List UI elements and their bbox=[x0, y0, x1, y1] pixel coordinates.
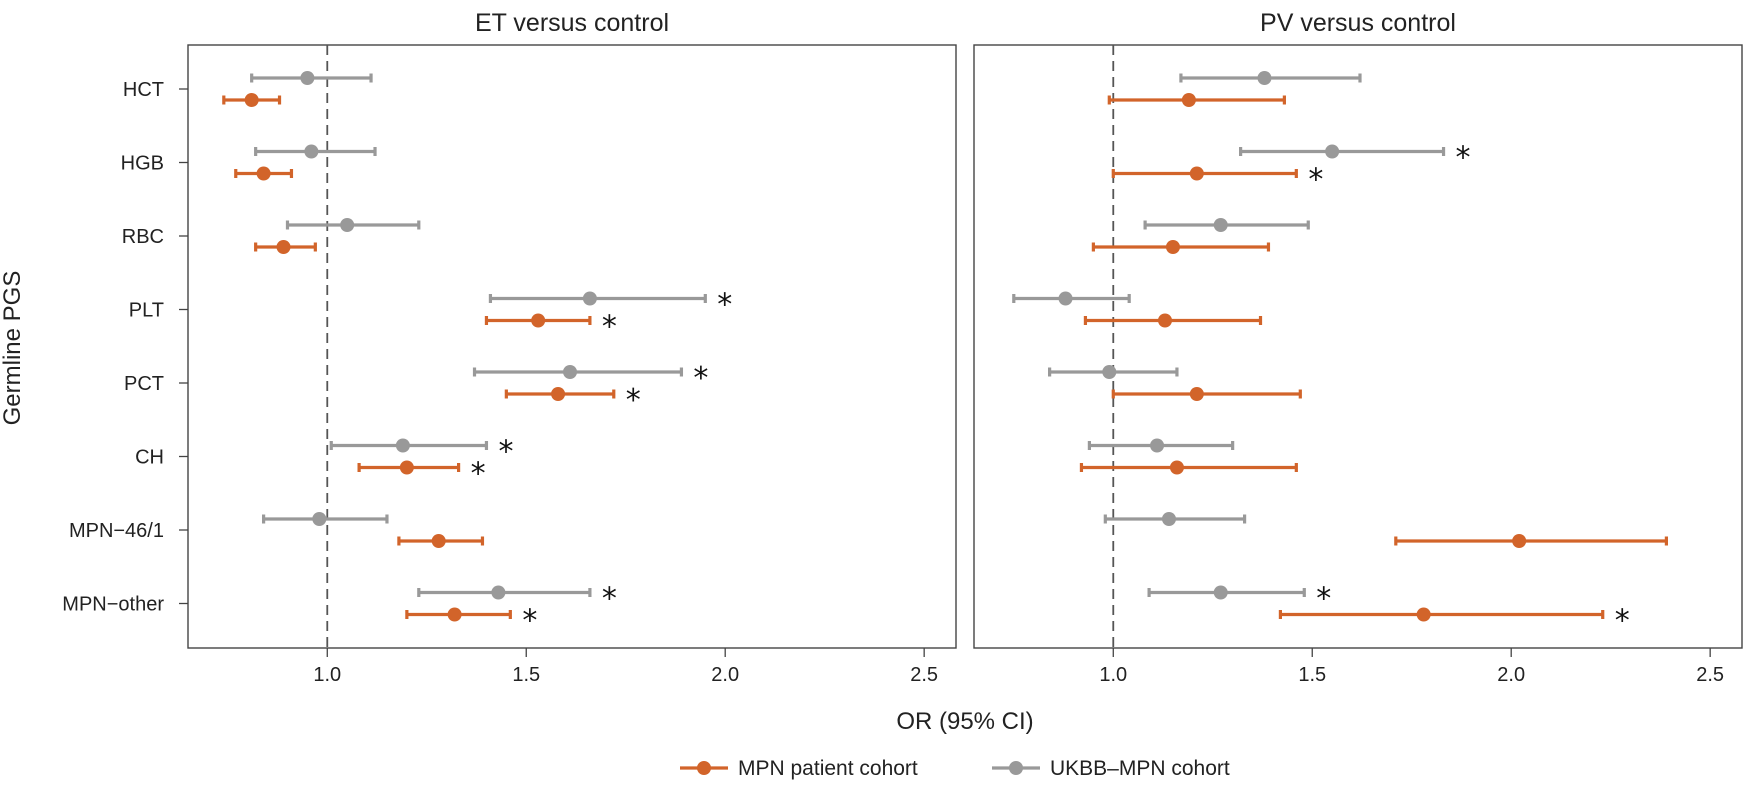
significance-star: * bbox=[498, 435, 513, 470]
point-estimate-mpn bbox=[256, 166, 271, 181]
significance-star: * bbox=[522, 604, 537, 639]
category-label: MPN−46/1 bbox=[69, 520, 164, 542]
panel-title-pv: PV versus control bbox=[1260, 9, 1456, 37]
point-estimate-ukbb bbox=[1257, 71, 1272, 85]
point-estimate-mpn bbox=[1189, 387, 1204, 401]
x-tick-label-et: 1.5 bbox=[512, 664, 540, 686]
point-estimate-mpn bbox=[1512, 534, 1527, 548]
point-estimate-ukbb bbox=[1102, 365, 1117, 379]
point-estimate-mpn bbox=[244, 93, 259, 107]
point-estimate-mpn bbox=[1416, 607, 1431, 622]
category-label: CH bbox=[135, 447, 164, 469]
x-tick-label-et: 1.0 bbox=[313, 664, 341, 686]
point-estimate-mpn bbox=[1181, 93, 1196, 107]
panel-et-versus-control: ET versus control 1.0 1.5 2.0 2.5 HCT HGB RBC P… bbox=[62, 9, 957, 686]
legend: MPN patient cohort UKBB–MPN cohort bbox=[680, 757, 1230, 780]
significance-star: * bbox=[602, 582, 617, 617]
x-axis-label: OR (95% CI) bbox=[896, 708, 1033, 735]
significance-star: * bbox=[602, 310, 617, 345]
category-label: HCT bbox=[123, 79, 164, 101]
point-estimate-mpn bbox=[431, 534, 446, 548]
category-label: MPN−other bbox=[62, 594, 164, 616]
significance-star: * bbox=[693, 361, 708, 396]
significance-star: * bbox=[717, 288, 732, 323]
significance-star: * bbox=[1308, 163, 1323, 198]
category-label: PLT bbox=[129, 300, 164, 322]
point-estimate-ukbb bbox=[1213, 218, 1228, 232]
category-label: PCT bbox=[124, 373, 164, 395]
x-tick-label-pv: 2.0 bbox=[1497, 664, 1525, 686]
point-estimate-ukbb bbox=[340, 218, 355, 232]
point-estimate-ukbb bbox=[491, 585, 506, 600]
significance-star: * bbox=[471, 457, 486, 492]
point-estimate-ukbb bbox=[312, 512, 327, 526]
significance-star: * bbox=[1456, 141, 1471, 176]
point-estimate-ukbb bbox=[1058, 291, 1073, 306]
point-estimate-mpn bbox=[1165, 240, 1180, 254]
plot-frame-pv bbox=[973, 44, 1743, 649]
x-tick-label-pv: 1.0 bbox=[1099, 664, 1127, 686]
point-estimate-ukbb bbox=[304, 144, 319, 159]
point-estimate-mpn bbox=[447, 607, 462, 622]
point-estimate-ukbb bbox=[1150, 438, 1165, 453]
x-tick-label-pv: 1.5 bbox=[1298, 664, 1326, 686]
point-estimate-ukbb bbox=[582, 291, 597, 306]
point-estimate-mpn bbox=[1189, 166, 1204, 181]
point-estimate-mpn bbox=[399, 460, 414, 475]
point-estimate-ukbb bbox=[300, 71, 315, 85]
plot-frame-et bbox=[187, 44, 957, 649]
x-tick-label-et: 2.5 bbox=[910, 664, 938, 686]
category-label: HGB bbox=[121, 153, 164, 175]
panel-pv-versus-control: PV versus control 1.0 1.5 2.0 2.5 * * * * bbox=[973, 9, 1743, 686]
point-estimate-ukbb bbox=[1161, 512, 1176, 526]
point-estimate-ukbb bbox=[1325, 144, 1340, 159]
legend-label: UKBB–MPN cohort bbox=[1050, 757, 1230, 780]
significance-star: * bbox=[626, 383, 641, 418]
point-estimate-mpn bbox=[531, 313, 546, 328]
point-estimate-mpn bbox=[551, 387, 566, 401]
significance-star: * bbox=[1316, 582, 1331, 617]
point-estimate-mpn bbox=[1158, 313, 1173, 328]
panel-title-et: ET versus control bbox=[475, 9, 669, 37]
point-estimate-ukbb bbox=[395, 438, 410, 453]
point-estimate-mpn bbox=[276, 240, 291, 254]
legend-label: MPN patient cohort bbox=[738, 757, 918, 780]
y-axis-label: Germline PGS bbox=[0, 271, 26, 426]
x-tick-label-et: 2.0 bbox=[711, 664, 739, 686]
point-estimate-mpn bbox=[1169, 460, 1184, 475]
x-tick-label-pv: 2.5 bbox=[1696, 664, 1724, 686]
significance-star: * bbox=[1615, 604, 1630, 639]
legend-swatch-dot bbox=[1009, 761, 1023, 775]
legend-swatch-dot bbox=[697, 761, 711, 775]
point-estimate-ukbb bbox=[1213, 585, 1228, 600]
category-label: RBC bbox=[122, 226, 164, 248]
point-estimate-ukbb bbox=[563, 365, 578, 379]
